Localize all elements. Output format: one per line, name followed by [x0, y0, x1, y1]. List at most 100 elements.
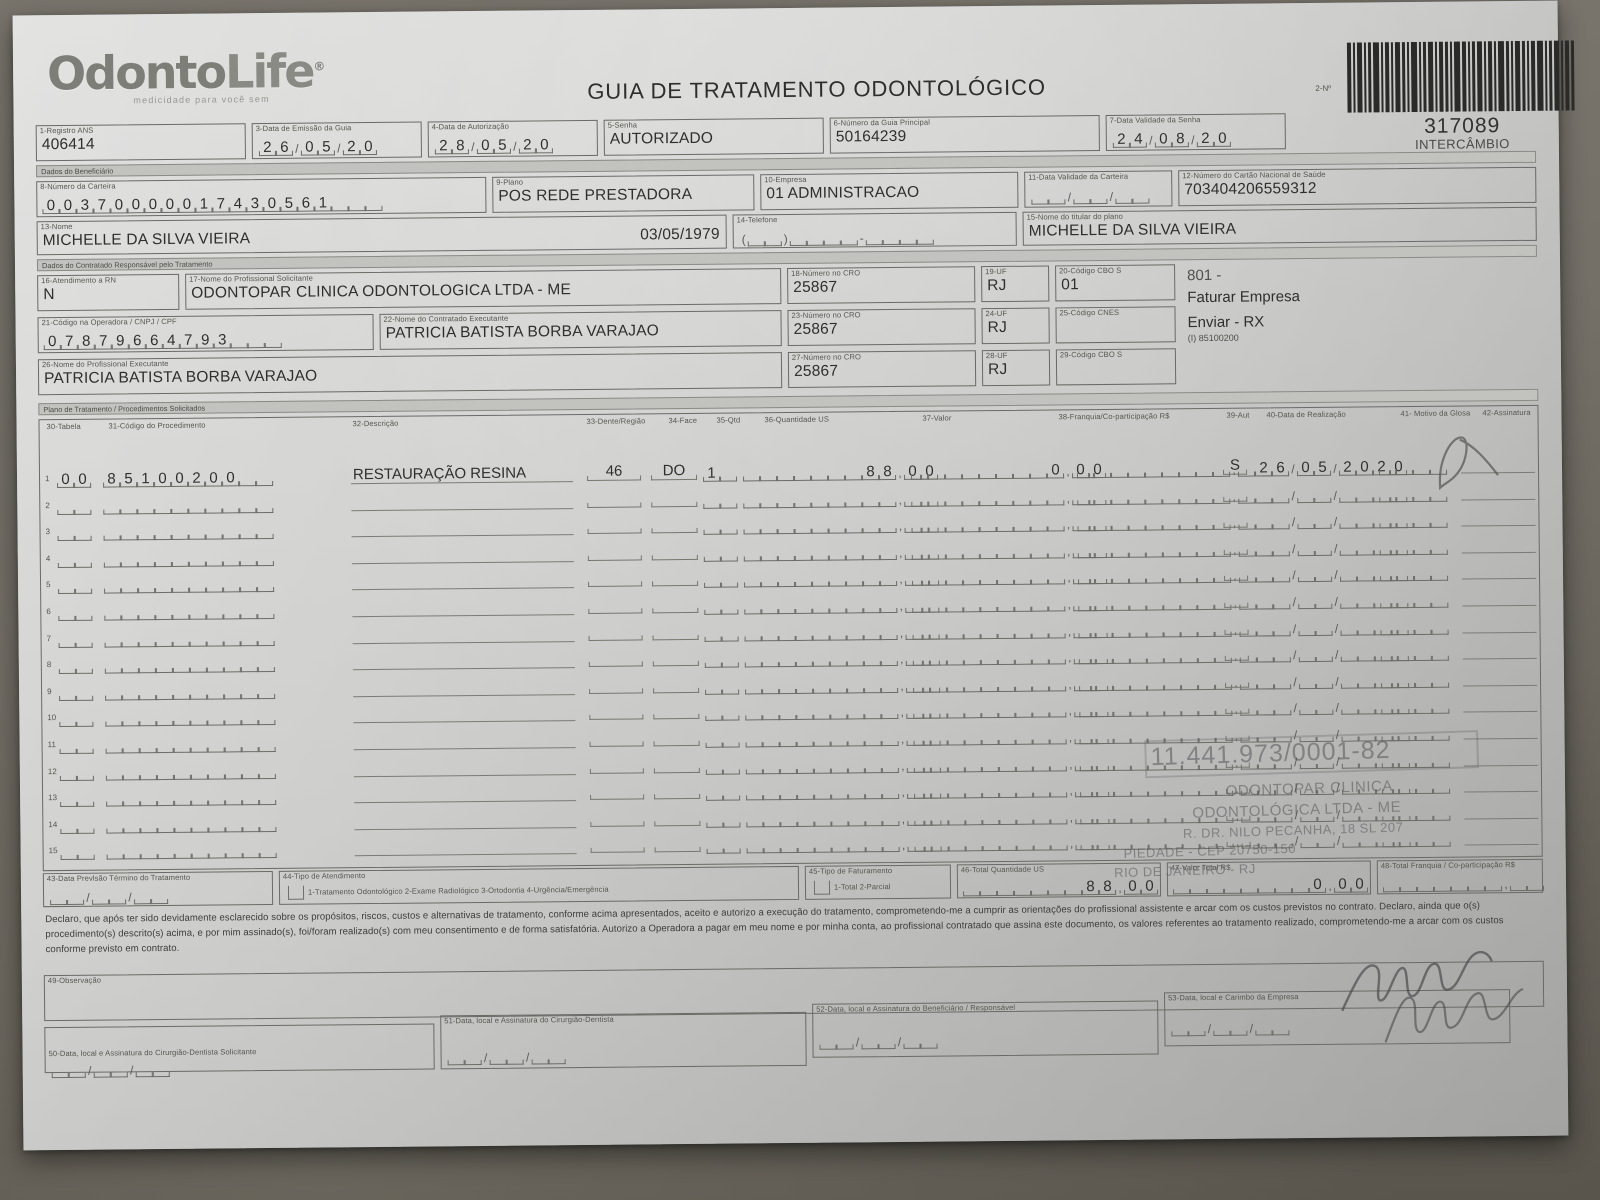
cell-quantidade-us: ,: [743, 540, 939, 562]
label-assinatura-beneficiario: 52-Data, local e Assinatura do Beneficiá…: [816, 1002, 1016, 1014]
field-uf-profissional-executante[interactable]: 28-UF RJ: [981, 349, 1051, 387]
field-uf-executante[interactable]: 24-UF RJ: [981, 307, 1050, 345]
value-cartao-nacional-saude: 703404206559312: [1184, 179, 1317, 199]
field-senha[interactable]: 5-Senha AUTORIZADO: [603, 117, 824, 156]
barcode-image: [1346, 40, 1577, 113]
label-uf-executante: 24-UF: [985, 308, 1008, 319]
value-empresa: 01 ADMINISTRACAO: [766, 183, 920, 203]
field-data-emissao[interactable]: 3-Data de Emissão da Guia 2 6/0 5/2 0: [251, 121, 422, 160]
table-row[interactable]: 9,,, / /: [27, 19, 1543, 701]
cell-tabela: [57, 549, 92, 568]
field-cartao-nacional-saude[interactable]: 12-Número do Cartão Nacional de Saúde 70…: [1178, 166, 1537, 207]
field-plano[interactable]: 9-Plano POS REDE PRESTADORA: [492, 174, 755, 213]
cell-qtd: [706, 835, 741, 855]
field-numero-guia-principal[interactable]: 6-Número da Guia Principal 50164239: [829, 115, 1100, 154]
table-row[interactable]: 10,,, / /: [27, 19, 1543, 728]
section-band-contratado-label: Dados do Contratado Responsável pelo Tra…: [41, 259, 213, 270]
field-data-validade-senha[interactable]: 7-Data Validade da Senha 2 4/0 8/2 0: [1105, 113, 1286, 151]
field-uf-solicitante[interactable]: 19-UF RJ: [981, 265, 1050, 303]
field-profissional-executante[interactable]: 26-Nome do Profissional Executante PATRI…: [37, 352, 783, 396]
cell-codigo: [106, 786, 277, 807]
label-titular-plano: 15-Nome do titular do plano: [1026, 211, 1124, 222]
cell-qtd: [705, 728, 740, 748]
field-registro-ans[interactable]: 1-Registro ANS 406414: [35, 123, 246, 162]
field-telefone[interactable]: 14-Telefone () -: [732, 211, 1017, 249]
dental-treatment-form: OdontoLife® medicidade para você sem GUI…: [27, 19, 1575, 1079]
label-empresa: 10-Empresa: [764, 174, 807, 185]
cell-codigo: [105, 680, 276, 701]
field-assinatura-beneficiario[interactable]: 52-Data, local e Assinatura do Beneficiá…: [812, 1000, 1159, 1058]
cell-quantidade-us: ,: [745, 673, 941, 695]
cell-tabela: [59, 708, 94, 728]
checkbox-tipo-atendimento[interactable]: [287, 885, 305, 900]
field-nome-beneficiario[interactable]: 13-Nome MICHELLE DA SILVA VIEIRA 03/05/1…: [36, 214, 727, 256]
field-assinatura-dentista[interactable]: 51-Data, local e Assinatura do Cirurgião…: [440, 1011, 807, 1070]
field-tipo-faturamento[interactable]: 45-Tipo de Faturamento 1-Total 2-Parcial: [804, 864, 952, 900]
table-row[interactable]: 3,,, / /: [27, 19, 1543, 542]
field-cnes[interactable]: 25-Código CNES: [1055, 306, 1176, 344]
table-row[interactable]: 7,,, / /: [27, 19, 1543, 648]
field-cro-executante[interactable]: 23-Número no CRO 25867: [787, 308, 976, 347]
cell-motivo-glosa: [1381, 748, 1450, 768]
table-row[interactable]: 5,,, / /: [27, 19, 1543, 595]
cell-dente: [588, 598, 643, 614]
side-note-line2: Enviar - RX: [1187, 312, 1265, 331]
column-header-assinatura: 42-Assinatura: [1482, 407, 1531, 418]
table-row[interactable]: 12,,, / /: [27, 19, 1543, 781]
value-carimbo-empresa: / /: [1171, 1016, 1290, 1037]
table-row[interactable]: 6,,, / /: [27, 19, 1543, 622]
label-telefone: 14-Telefone: [736, 215, 778, 225]
cell-face: [652, 651, 699, 667]
value-profissional-executante: PATRICIA BATISTA BORBA VARAJAO: [43, 367, 318, 388]
cell-dente: [589, 758, 644, 774]
cell-aut: [1224, 646, 1249, 662]
table-row[interactable]: 11,,, / /: [27, 19, 1543, 755]
table-row[interactable]: 13,,, / /: [27, 19, 1543, 808]
field-titular-plano[interactable]: 15-Nome do titular do plano MICHELLE DA …: [1022, 206, 1537, 246]
field-tipo-atendimento[interactable]: 44-Tipo de Atendimento 1-Tratamento Odon…: [278, 865, 800, 905]
field-total-franquia[interactable]: 48-Total Franquia / Co-participação R$ ,: [1376, 858, 1545, 895]
label-cro-executante: 23-Número no CRO: [791, 310, 861, 320]
column-header-dente: 33-Dente/Região: [586, 416, 646, 426]
field-empresa[interactable]: 10-Empresa 01 ADMINISTRACAO: [760, 171, 1019, 211]
field-profissional-solicitante[interactable]: 17-Nome do Profissional Solicitante ODON…: [185, 268, 782, 310]
label-profissional-executante: 26-Nome do Profissional Executante: [41, 358, 169, 370]
field-cro-solicitante[interactable]: 18-Número no CRO 25867: [787, 266, 976, 305]
label-data-emissao: 3-Data de Emissão da Guia: [255, 123, 352, 134]
label-codigo-operadora: 21-Código na Operadora / CNPJ / CPF: [41, 316, 177, 328]
table-row[interactable]: 2,,, / /: [27, 19, 1543, 515]
cell-face: [651, 545, 698, 561]
field-carimbo-empresa[interactable]: 53-Data, local e Carimbo da Empresa / /: [1164, 989, 1511, 1047]
value-profissional-solicitante: ODONTOPAR CLINICA ODONTOLOGICA LTDA - ME: [191, 281, 572, 302]
table-row[interactable]: 15,,, / /: [27, 19, 1543, 861]
checkbox-tipo-faturamento[interactable]: [813, 880, 831, 895]
table-row[interactable]: 4,,, / /: [27, 19, 1543, 568]
table-row[interactable]: 14,,, / /: [27, 19, 1543, 834]
field-data-autorizacao[interactable]: 4-Data de Autorização 2 8/0 5/2 0: [427, 119, 598, 158]
label-data-validade-carteira: 11-Data Validade da Carteira: [1028, 171, 1129, 182]
cell-qtd: 1: [703, 463, 738, 482]
field-data-validade-carteira[interactable]: 11-Data Validade da Carteira / /: [1024, 170, 1173, 208]
field-cro-profissional-executante[interactable]: 27-Número no CRO 25867: [787, 350, 977, 389]
field-contratado-executante[interactable]: 22-Nome do Contratado Executante PATRICI…: [379, 310, 782, 350]
label-observacao: 49-Observação: [47, 975, 102, 986]
cell-motivo-glosa: [1380, 562, 1449, 582]
field-cbo-solicitante[interactable]: 20-Código CBO S 01: [1055, 264, 1176, 302]
label-cbo-executante: 29-Código CBO S: [1059, 349, 1123, 360]
cell-motivo-glosa: [1381, 668, 1450, 689]
table-row[interactable]: 8,,, / /: [27, 19, 1543, 675]
column-header-descricao: 32-Descrição: [352, 418, 399, 429]
field-data-previsao-termino[interactable]: 43-Data Prevlsão Término do Tratamento /…: [42, 870, 274, 908]
field-cbo-executante[interactable]: 29-Código CBO S: [1055, 348, 1177, 386]
field-assinatura-solicitante[interactable]: 50-Data, local e Assinatura do Cirurgião…: [44, 1023, 435, 1079]
field-atendimento-rn[interactable]: 16-Atendimento a RN N: [37, 273, 180, 312]
cell-aut: [1225, 726, 1250, 741]
table-row[interactable]: 1 0 0 8 5 1 0 0 2 0 0 RESTAURAÇÃO RESINA 46 DO 1 8 8, 0 0 0…: [27, 19, 1543, 489]
